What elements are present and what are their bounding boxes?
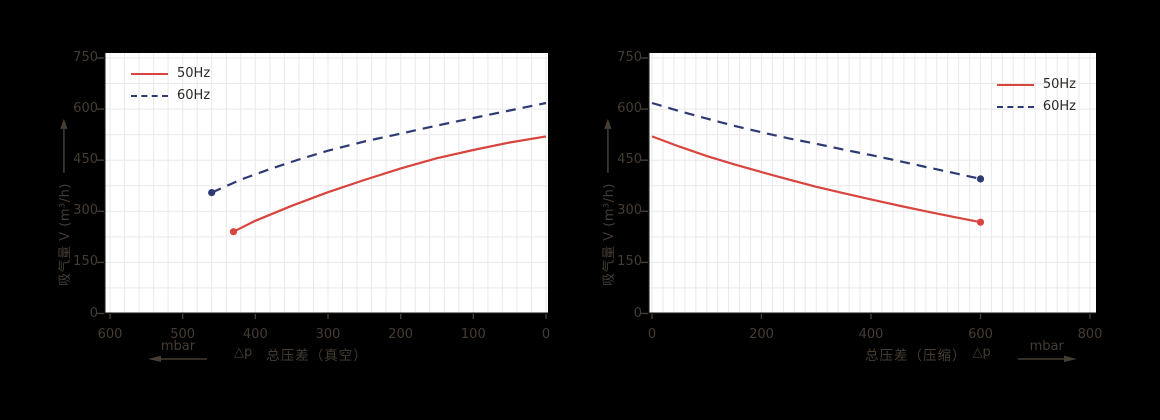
y-tick-300: 300 bbox=[617, 203, 642, 219]
legend-60hz-label: 60Hz bbox=[177, 88, 211, 103]
series-60hz-marker bbox=[976, 175, 985, 183]
x-axis-unit: mbar bbox=[1017, 339, 1077, 363]
legend-60hz-line-sample bbox=[131, 94, 168, 97]
x-axis-unit: mbar bbox=[148, 339, 208, 363]
arrow-up-icon bbox=[59, 119, 68, 174]
y-tick-600: 600 bbox=[617, 101, 642, 117]
legend-row-60hz: 60Hz bbox=[996, 99, 1076, 114]
arrow-up-icon bbox=[603, 119, 612, 174]
legend-50hz-label: 50Hz bbox=[1042, 77, 1076, 92]
vacuum-plot-svg bbox=[97, 53, 548, 319]
series-60hz-marker bbox=[208, 189, 216, 197]
x-tick-0: 0 bbox=[541, 327, 551, 342]
x-tick-600: 600 bbox=[968, 327, 993, 342]
x-tick-500: 500 bbox=[170, 327, 196, 342]
x-tick-400: 400 bbox=[858, 327, 884, 342]
plot-area: 50Hz 60Hz bbox=[97, 53, 548, 319]
y-tick-150: 150 bbox=[617, 254, 642, 270]
y-tick-0: 0 bbox=[89, 305, 98, 321]
legend-50hz-label: 50Hz bbox=[177, 66, 211, 81]
x-axis-title: 总压差（真空） bbox=[266, 348, 368, 364]
x-axis-footer: 总压差（压缩） △p mbar bbox=[648, 339, 1160, 371]
y-axis-title: 吸气量 V (m³/h) bbox=[592, 72, 622, 333]
legend-row-50hz: 50Hz bbox=[996, 77, 1076, 92]
legend-row-60hz: 60Hz bbox=[131, 88, 210, 103]
y-tick-labels: 750 600 450 300 150 0 bbox=[54, 50, 98, 321]
y-tick-750: 750 bbox=[617, 50, 642, 65]
legend-60hz-line-sample bbox=[996, 105, 1034, 108]
y-tick-450: 450 bbox=[617, 152, 642, 168]
legend-50hz-line-sample bbox=[996, 83, 1034, 86]
series-50hz-marker bbox=[976, 218, 985, 226]
x-tick-0: 0 bbox=[647, 327, 657, 342]
arrow-left-icon bbox=[148, 355, 207, 362]
y-tick-0: 0 bbox=[633, 305, 642, 321]
series-60hz-line bbox=[211, 101, 547, 194]
x-tick-600: 600 bbox=[97, 327, 123, 342]
x-tick-labels: 600 500 400 300 200 100 0 bbox=[98, 322, 551, 342]
y-tick-150: 150 bbox=[73, 254, 98, 270]
x-axis-unit-label: mbar bbox=[1029, 339, 1064, 354]
arrow-right-icon bbox=[1017, 355, 1077, 362]
x-tick-200: 200 bbox=[749, 327, 774, 342]
y-axis-title: 吸气量 V (m³/h) bbox=[48, 72, 78, 333]
x-axis-title: 总压差（压缩） bbox=[865, 348, 967, 364]
delta-p-label: △p bbox=[972, 345, 991, 360]
x-tick-200: 200 bbox=[388, 327, 414, 342]
series-50hz-marker bbox=[229, 228, 238, 236]
y-tick-750: 750 bbox=[73, 50, 98, 65]
x-tick-300: 300 bbox=[315, 327, 341, 342]
legend-row-50hz: 50Hz bbox=[131, 66, 210, 81]
delta-p-label: △p bbox=[234, 345, 253, 360]
series-60hz-line bbox=[651, 101, 981, 180]
y-tick-600: 600 bbox=[73, 101, 98, 117]
y-tick-300: 300 bbox=[73, 203, 98, 219]
series-50hz-line bbox=[651, 135, 981, 224]
legend: 50Hz 60Hz bbox=[131, 66, 210, 103]
x-tick-100: 100 bbox=[460, 327, 486, 342]
y-tick-450: 450 bbox=[73, 152, 98, 168]
legend-60hz-label: 60Hz bbox=[1042, 99, 1076, 114]
legend: 50Hz 60Hz bbox=[996, 77, 1076, 114]
x-tick-800: 800 bbox=[1077, 327, 1103, 342]
series-50hz-line bbox=[233, 135, 547, 233]
x-axis-footer: mbar △p 总压差（真空） bbox=[104, 339, 592, 371]
x-tick-labels: 0 200 400 600 800 bbox=[648, 322, 1103, 342]
x-tick-400: 400 bbox=[242, 327, 268, 342]
y-tick-labels: 750 600 450 300 150 0 bbox=[598, 50, 642, 321]
plot-area: 50Hz 60Hz bbox=[641, 53, 1096, 319]
legend-50hz-line-sample bbox=[131, 72, 168, 75]
x-axis-unit-label: mbar bbox=[160, 339, 196, 354]
compression-plot-svg bbox=[641, 53, 1096, 319]
